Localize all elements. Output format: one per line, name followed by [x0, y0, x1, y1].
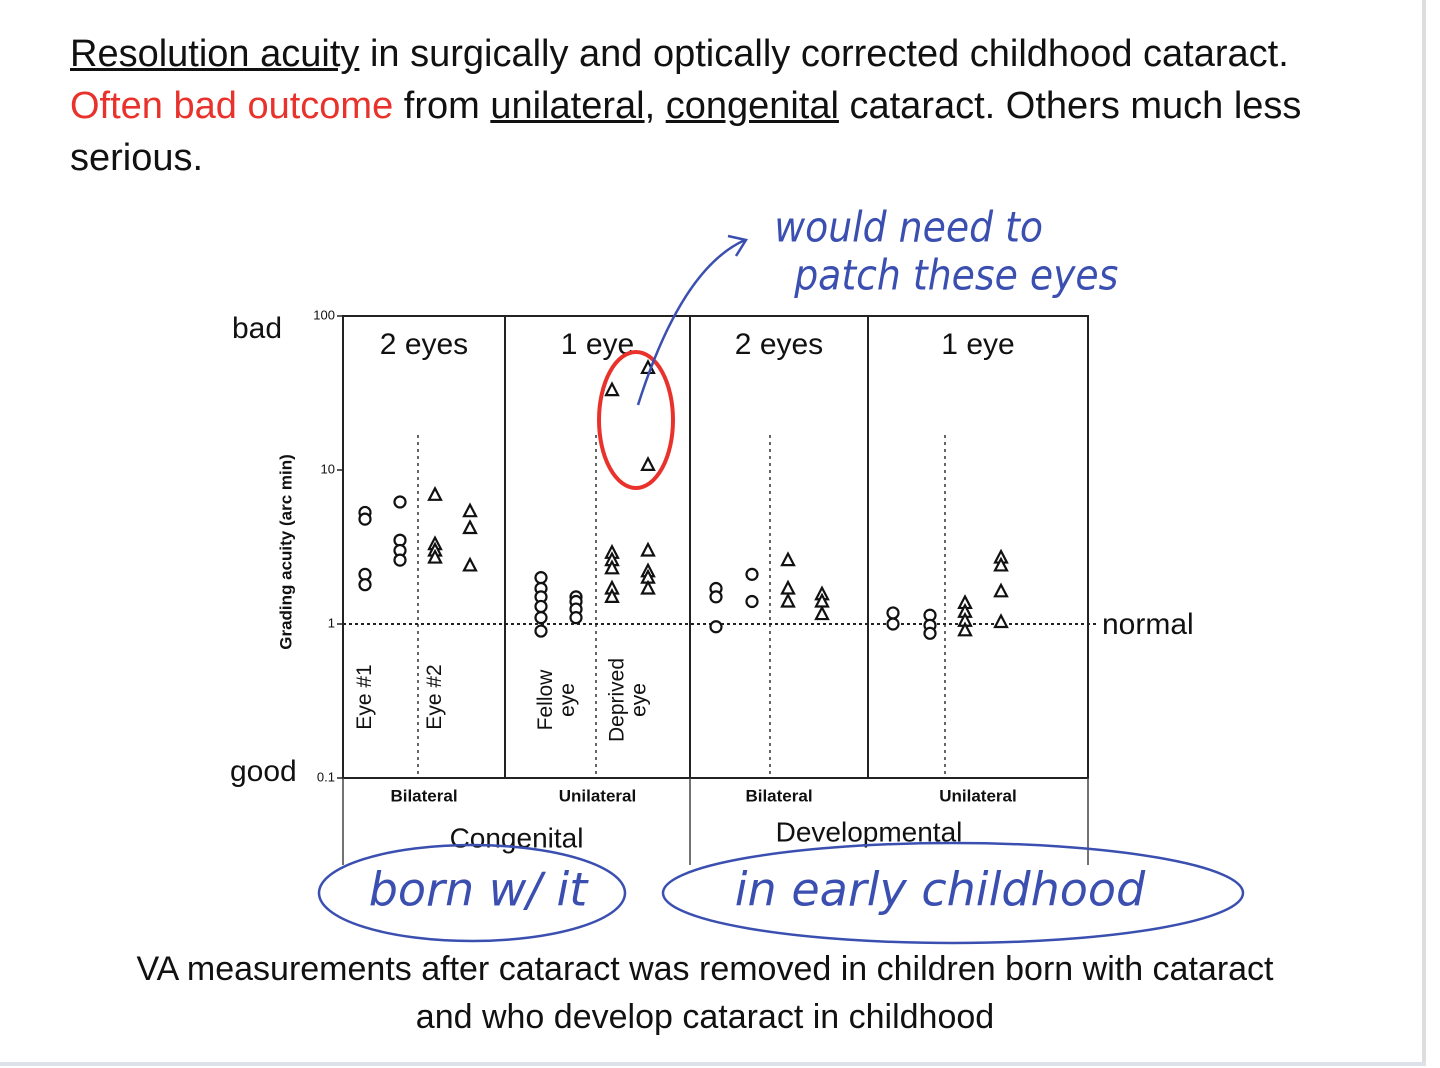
heading-text: unilateral [490, 85, 645, 127]
subgroup-label: Bilateral [745, 786, 812, 805]
data-point [780, 579, 796, 595]
panel-title: 1 eye [941, 328, 1014, 361]
y-tick-label: 100 [313, 307, 335, 322]
handwritten-circle [661, 841, 1245, 945]
heading: Resolution acuity in surgically and opti… [70, 28, 1350, 184]
data-point [358, 578, 372, 592]
group-label: Congenital [450, 822, 584, 853]
data-point [745, 567, 759, 581]
y-end-label: bad [232, 312, 282, 345]
data-point [393, 553, 407, 567]
heading-text: Often bad outcome [70, 85, 394, 127]
data-point [640, 455, 656, 471]
heading-text: from [393, 85, 491, 127]
data-point [534, 611, 548, 625]
plot-frame [342, 315, 1089, 779]
data-point [957, 621, 973, 637]
highlight [597, 350, 675, 490]
slide-edge [0, 1062, 1426, 1066]
y-tick-label: 1 [328, 615, 335, 630]
column-label: eye [556, 683, 579, 717]
column-label: Eye #2 [423, 664, 446, 729]
data-point [462, 502, 478, 518]
y-axis-label: Grading acuity (arc min) [276, 454, 295, 650]
handwritten-note: born w/ it [369, 863, 590, 917]
data-point [780, 592, 796, 608]
data-point [640, 541, 656, 557]
handwritten-note: patch these eyes [793, 252, 1118, 300]
arrow [636, 234, 748, 406]
slide-edge [1422, 0, 1426, 1064]
column-label: Fellow [534, 669, 557, 731]
data-point [886, 606, 900, 620]
data-point [534, 624, 548, 638]
handwritten-note: would need to [774, 204, 1043, 252]
heading-text: congenital [665, 85, 839, 127]
data-point [745, 594, 759, 609]
reference-label: normal [1102, 608, 1194, 641]
subgroup-label: Bilateral [390, 786, 457, 805]
column-label: Deprived [606, 658, 629, 742]
data-point [604, 588, 620, 603]
data-point [604, 381, 620, 397]
data-point [640, 579, 656, 595]
y-tick-label: 10 [321, 461, 335, 476]
data-point [569, 611, 583, 625]
data-point [993, 613, 1009, 629]
column-label: eye [628, 683, 651, 717]
column-label: Eye #1 [353, 664, 376, 729]
caption-line: and who develop cataract in childhood [415, 998, 995, 1036]
data-point [709, 590, 723, 604]
data-point [462, 556, 478, 572]
y-tick-label: 0.1 [317, 769, 335, 784]
data-point [534, 571, 548, 585]
data-point [534, 599, 548, 614]
data-point [993, 556, 1009, 572]
handwritten-circle [317, 843, 627, 943]
subgroup-label: Unilateral [939, 786, 1016, 805]
subgroup-label: Unilateral [559, 786, 636, 805]
panel-title: 2 eyes [380, 328, 468, 361]
data-point [462, 519, 478, 535]
caption-line: VA measurements after cataract was remov… [136, 950, 1274, 988]
heading-text: cataract. Others much less serious. [70, 85, 1302, 179]
data-point [814, 605, 830, 621]
caption: VA measurements after cataract was remov… [0, 945, 1410, 1041]
data-point [604, 559, 620, 575]
y-end-label: good [230, 755, 297, 788]
data-point [393, 495, 407, 509]
panel-title: 2 eyes [735, 328, 823, 361]
heading-text: in surgically and optically corrected ch… [359, 33, 1289, 75]
data-point [780, 551, 796, 567]
data-point [886, 617, 900, 631]
handwritten-note: in early childhood [735, 863, 1146, 917]
heading-text: Resolution acuity [70, 33, 360, 75]
data-point [923, 626, 937, 640]
data-point [427, 548, 443, 564]
data-point [358, 512, 372, 526]
heading-text: , [644, 85, 666, 127]
data-point [993, 582, 1009, 598]
data-point [709, 620, 723, 634]
data-point [427, 485, 443, 501]
